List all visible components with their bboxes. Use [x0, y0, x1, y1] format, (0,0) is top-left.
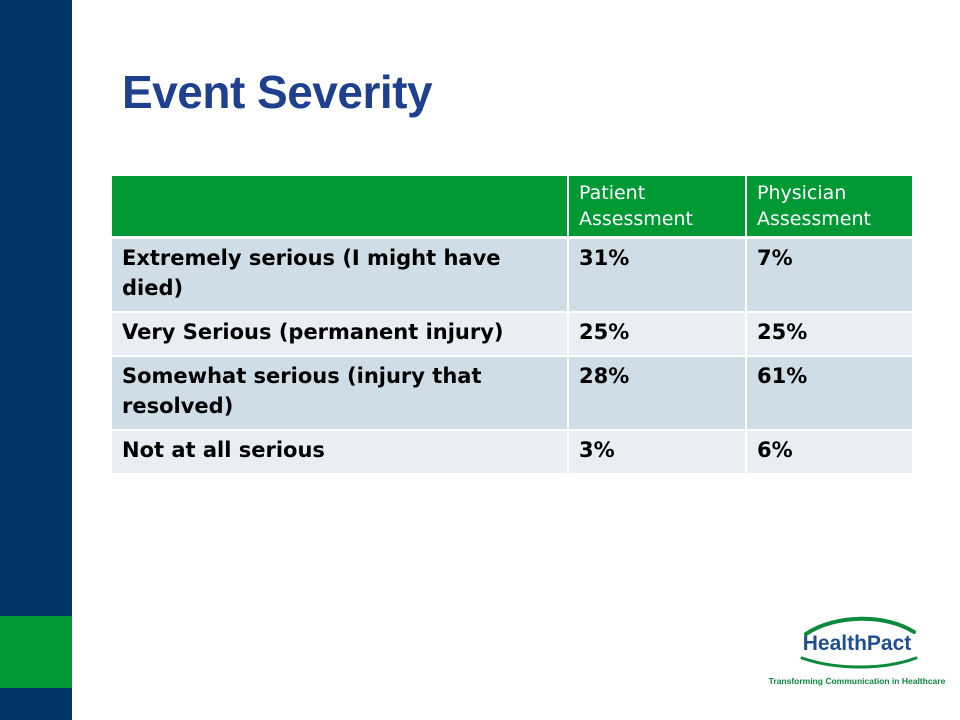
severity-table: Patient Assessment Physician Assessment …	[112, 176, 912, 475]
physician-value: 6%	[746, 430, 912, 475]
logo-name: HealthPact	[803, 632, 912, 655]
header-cell-blank	[112, 176, 569, 239]
patient-value: 3%	[568, 430, 747, 475]
row-label: Not at all serious	[112, 430, 569, 475]
row-label: Very Serious (permanent injury)	[112, 312, 569, 357]
table-row: Very Serious (permanent injury) 25% 25%	[112, 312, 912, 357]
side-bar-green-accent	[0, 616, 72, 688]
row-label: Extremely serious (I might have died)	[112, 237, 569, 313]
patient-value: 31%	[568, 237, 747, 313]
side-bar-navy-bottom	[0, 688, 72, 720]
physician-value: 25%	[746, 312, 912, 357]
patient-value: 28%	[568, 356, 747, 431]
table-row: Extremely serious (I might have died) 31…	[112, 237, 912, 313]
patient-value: 25%	[568, 312, 747, 357]
header-cell-physician-assessment: Physician Assessment	[746, 176, 912, 239]
healthpact-logo: HealthPact Transforming Communication in…	[769, 616, 946, 686]
side-bar-navy	[0, 0, 72, 616]
table-row: Somewhat serious (injury that resolved) …	[112, 356, 912, 431]
row-label: Somewhat serious (injury that resolved)	[112, 356, 569, 431]
table-row: Not at all serious 3% 6%	[112, 430, 912, 475]
physician-value: 61%	[746, 356, 912, 431]
logo-tagline: Transforming Communication in Healthcare	[769, 676, 946, 686]
logo-swoosh-icon	[800, 656, 918, 669]
slide-title: Event Severity	[122, 66, 433, 118]
logo-arc-icon	[804, 616, 916, 636]
physician-value: 7%	[746, 237, 912, 313]
header-cell-patient-assessment: Patient Assessment	[568, 176, 747, 239]
table-header-row: Patient Assessment Physician Assessment	[112, 176, 912, 239]
